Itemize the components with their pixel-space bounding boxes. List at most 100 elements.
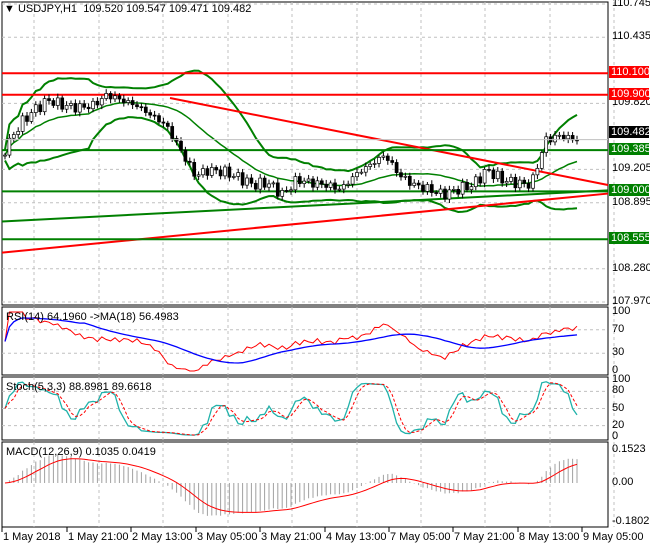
candle-body (390, 160, 395, 163)
candle-body (231, 176, 236, 178)
candle-body (306, 178, 311, 182)
candle-body (95, 100, 100, 106)
candle-body (86, 106, 91, 110)
stoch-tick-label: 20 (612, 418, 625, 431)
panel-frame (1, 306, 609, 376)
support-trendline (1, 189, 609, 223)
candle-body (297, 176, 302, 184)
candle-body (526, 183, 531, 189)
x-tick-label: 8 May 13:00 (519, 531, 580, 543)
candle-body (33, 104, 38, 113)
candle-body (205, 168, 210, 176)
candle-body (399, 172, 403, 178)
candle-body (377, 157, 381, 164)
candle-body (135, 104, 139, 108)
rsi-line (4, 311, 578, 372)
rsi-tick-label: 100 (612, 305, 631, 317)
candle-body (495, 170, 500, 180)
candle-body (11, 134, 16, 139)
candle-body (152, 114, 157, 117)
candle-body (368, 163, 373, 167)
level-tag-support: 109.385 (609, 143, 650, 156)
candle-body (82, 103, 87, 108)
x-tick-label: 3 May 05:00 (197, 531, 258, 543)
candle-body (487, 169, 491, 171)
candle-body (434, 192, 439, 194)
x-tick-label: 1 May 2018 (3, 531, 61, 543)
candle-body (16, 131, 21, 135)
macd-signal-line (4, 458, 578, 513)
candle-body (319, 180, 324, 185)
candle-body (412, 182, 417, 186)
candle-body (447, 189, 452, 200)
candle-body (91, 100, 95, 110)
rsi-ma-line (4, 317, 578, 364)
candle-body (60, 97, 65, 110)
last-price-tag: 109.482 (609, 125, 650, 138)
candle-body (214, 167, 219, 171)
level-tag-support: 108.555 (609, 232, 650, 245)
candle-body (328, 182, 333, 188)
bollinger-middle (4, 101, 578, 187)
candle-body (143, 106, 148, 113)
level-tag-resistance: 110.100 (609, 66, 650, 79)
candle-body (438, 188, 443, 194)
candle-body (359, 171, 364, 174)
candle-body (108, 93, 113, 100)
x-tick-label: 3 May 21:00 (261, 531, 322, 543)
level-tag-resistance: 109.900 (609, 87, 650, 100)
candle-body (51, 100, 56, 106)
x-tick-label: 7 May 05:00 (390, 531, 451, 543)
candle-body (121, 98, 126, 103)
candle-body (20, 115, 25, 132)
stoch-main-line (4, 381, 578, 436)
chart-header: ▼ USDJPY,H1 109.520 109.547 109.471 109.… (4, 3, 252, 15)
candle-body (403, 175, 408, 178)
rsi-tick-label: 70 (612, 322, 625, 335)
long-moving-average (1, 192, 609, 254)
candle-body (25, 115, 29, 122)
ohlc-label: 109.520 109.547 109.471 109.482 (83, 3, 252, 15)
candle-body (271, 182, 276, 185)
candle-body (566, 135, 571, 140)
candle-body (333, 182, 337, 190)
panel-frame (1, 1, 609, 306)
candle-body (126, 100, 131, 103)
candle-body (350, 176, 355, 185)
candle-body (192, 162, 197, 177)
candle-body (421, 184, 425, 192)
candle-body (522, 179, 527, 184)
candle-body (196, 174, 201, 177)
macd-label: MACD(12,26,9) 0.1035 0.0419 (6, 446, 156, 458)
candle-body (482, 169, 487, 184)
candle-body (157, 115, 161, 123)
macd-tick-label: -0.1802 (612, 515, 650, 528)
candle-body (302, 180, 307, 184)
candle-body (355, 172, 359, 178)
candle-body (385, 155, 390, 161)
x-tick-label: 4 May 13:00 (326, 531, 387, 543)
candle-body (509, 176, 513, 182)
candle-body (539, 152, 544, 169)
candle-body (223, 166, 227, 177)
candle-body (201, 168, 205, 176)
y-tick-label: 110.745 (612, 0, 650, 9)
candle-body (258, 177, 263, 190)
candle-body (113, 95, 117, 100)
candle-body (99, 98, 104, 106)
panel-frame (1, 441, 609, 528)
x-tick-label: 7 May 21:00 (454, 531, 515, 543)
stoch-tick-label: 50 (612, 401, 625, 414)
candle-body (262, 177, 267, 188)
candle-body (553, 134, 557, 143)
candle-body (425, 184, 430, 192)
candle-body (183, 149, 188, 162)
y-tick-label: 108.895 (612, 195, 650, 208)
candle-body (130, 100, 135, 106)
candle-body (443, 188, 447, 200)
macd-tick-label: 0.1523 (612, 443, 646, 455)
candle-body (69, 103, 73, 106)
candle-body (29, 112, 34, 122)
candle-body (267, 183, 271, 188)
